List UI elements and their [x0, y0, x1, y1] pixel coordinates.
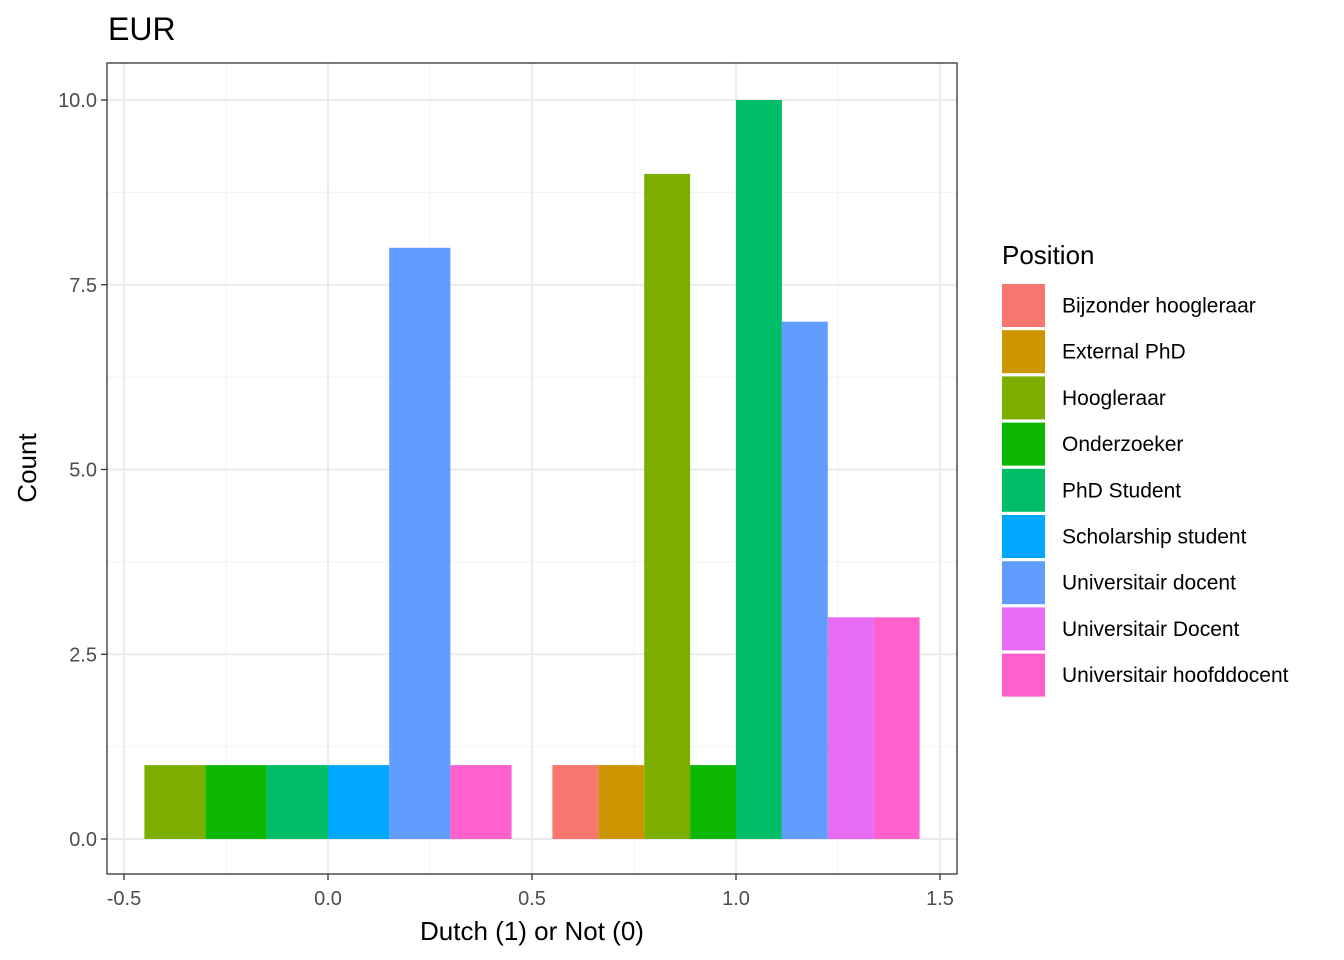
legend-key: [1002, 468, 1045, 512]
legend-label: External PhD: [1062, 341, 1186, 364]
bar: [266, 765, 328, 839]
legend-key: [1002, 653, 1045, 697]
legend-label: PhD Student: [1062, 479, 1181, 502]
bar: [552, 765, 599, 839]
x-tick-label: 1.5: [926, 888, 954, 910]
grid: [107, 63, 957, 874]
bar: [450, 765, 512, 839]
bar: [873, 617, 920, 839]
x-tick-label: 1.0: [722, 888, 750, 910]
bars: [144, 100, 920, 840]
bar: [827, 617, 874, 839]
legend-label: Universitair Docent: [1062, 618, 1240, 641]
chart-title: EUR: [108, 11, 176, 47]
legend-key: [1002, 561, 1045, 605]
y-tick-label: 5.0: [69, 460, 97, 482]
legend-key: [1002, 515, 1045, 558]
legend-label: Universitair docent: [1062, 572, 1236, 595]
bar: [644, 173, 691, 839]
y-tick-label: 0.0: [69, 829, 97, 851]
axes: -0.5 0.0 0.5 1.0 1.5 0.0 2.5 5.0 7.5 10.0: [58, 90, 954, 910]
bar: [205, 765, 267, 839]
x-axis-title: Dutch (1) or Not (0): [420, 916, 644, 946]
legend-title: Position: [1002, 240, 1095, 270]
legend-label: Universitair hoofddocent: [1062, 664, 1289, 687]
x-tick-label: 0.5: [518, 888, 546, 910]
bar: [736, 100, 782, 839]
x-tick-label: 0.0: [314, 888, 342, 910]
y-tick-label: 10.0: [58, 90, 97, 112]
y-axis-title: Count: [12, 433, 42, 503]
legend-key: [1002, 607, 1045, 651]
bar: [144, 765, 206, 839]
bar: [389, 247, 451, 840]
bar: [328, 765, 390, 839]
legend-key: [1002, 422, 1045, 466]
legend-label: Scholarship student: [1062, 526, 1247, 549]
x-tick-label: -0.5: [107, 888, 141, 910]
legend-key: [1002, 376, 1045, 420]
bar: [598, 765, 645, 839]
y-tick-label: 7.5: [69, 275, 97, 297]
bar: [781, 321, 828, 839]
legend-key: [1002, 330, 1045, 374]
legend: Position Bijzonder hoogleraar External Ph…: [1002, 240, 1289, 697]
legend-label: Bijzonder hoogleraar: [1062, 295, 1256, 318]
bar: [690, 765, 736, 839]
legend-label: Onderzoeker: [1062, 433, 1183, 456]
y-tick-label: 2.5: [69, 644, 97, 666]
legend-label: Hoogleraar: [1062, 387, 1166, 410]
legend-key: [1002, 284, 1045, 327]
